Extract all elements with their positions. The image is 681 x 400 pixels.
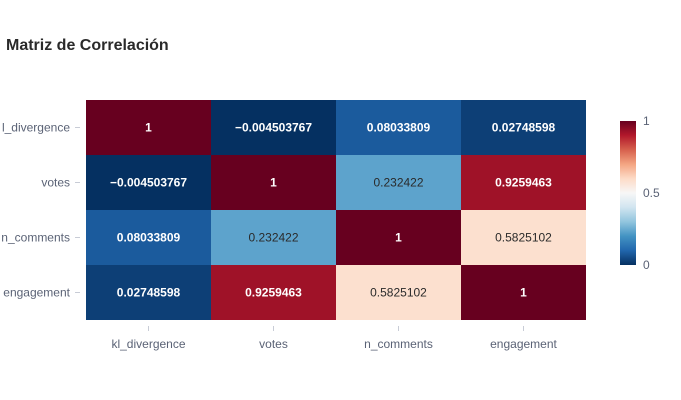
cell-value-label: 0.9259463 — [495, 176, 552, 190]
heatmap-cell — [86, 210, 211, 265]
heatmap-cell — [336, 265, 461, 320]
heatmap-cell — [211, 210, 336, 265]
cell-value-label: 1 — [520, 286, 527, 300]
x-tick-label: kl_divergence — [111, 337, 185, 351]
cell-value-label: −0.004503767 — [110, 176, 187, 190]
cell-value-label: 0.232422 — [373, 176, 423, 190]
colorbar-tick-label: 0 — [643, 258, 650, 272]
heatmap-cell — [211, 100, 336, 155]
x-tick-label: engagement — [490, 337, 557, 351]
heatmap-cell — [461, 155, 586, 210]
y-tick-label: votes — [41, 176, 70, 190]
cell-value-label: 1 — [395, 231, 402, 245]
cell-value-label: 0.5825102 — [495, 231, 552, 245]
y-tick-label: l_divergence — [2, 121, 70, 135]
cell-value-label: 0.08033809 — [117, 231, 181, 245]
cell-value-label: 0.9259463 — [245, 286, 302, 300]
heatmap-cell — [336, 210, 461, 265]
x-tick-label: n_comments — [364, 337, 433, 351]
heatmap-cells: 1 −0.004503767 0.08033809 0.02748598 −0.0045… — [86, 100, 586, 320]
colorbar-tick-label: 1 — [643, 114, 650, 128]
heatmap-cell — [461, 100, 586, 155]
colorbar-tick-label: 0.5 — [643, 186, 660, 200]
cell-value-label: 0.02748598 — [117, 286, 181, 300]
y-tick-label: engagement — [3, 286, 70, 300]
heatmap-cell — [86, 155, 211, 210]
cell-value-label: 1 — [145, 121, 152, 135]
cell-value-label: 0.232422 — [248, 231, 298, 245]
cell-value-label: 0.02748598 — [492, 121, 556, 135]
heatmap-cell — [211, 155, 336, 210]
cell-value-label: 0.5825102 — [370, 286, 427, 300]
cell-value-label: 0.08033809 — [367, 121, 431, 135]
heatmap-cell — [86, 100, 211, 155]
heatmap-cell — [211, 265, 336, 320]
heatmap-cell — [461, 210, 586, 265]
cell-value-label: −0.004503767 — [235, 121, 312, 135]
colorbar-gradient — [620, 121, 636, 265]
chart-title: Matriz de Correlación — [6, 37, 169, 54]
heatmap-cell — [336, 100, 461, 155]
x-tick-label: votes — [259, 337, 288, 351]
y-tick-label: n_comments — [1, 231, 70, 245]
heatmap-cell — [86, 265, 211, 320]
colorbar: 00.51 — [620, 114, 660, 272]
x-axis: kl_divergence votes n_comments engagement — [111, 326, 558, 351]
heatmap-cell — [461, 265, 586, 320]
cell-value-label: 1 — [270, 176, 277, 190]
heatmap-cell — [336, 155, 461, 210]
